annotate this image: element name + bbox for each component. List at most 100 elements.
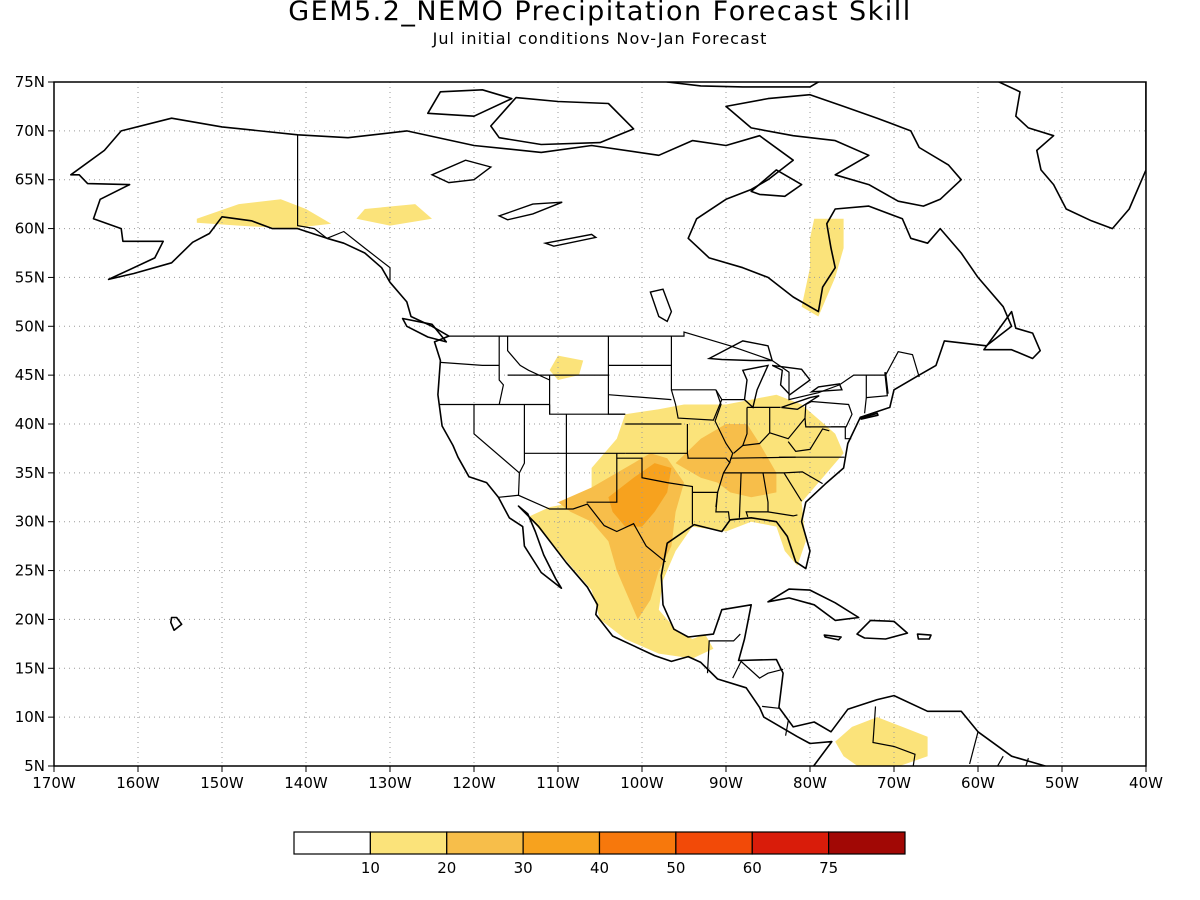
border-us-canada-49th-parallel [448,331,920,401]
x-tick-label: 90W [709,774,743,792]
border-mississippi-river-states [714,389,734,508]
coastline-victoria-island [489,96,635,146]
lake-lake-huron [771,364,811,396]
x-tick-label: 50W [1045,774,1079,792]
colorbar-label: 60 [743,859,762,877]
coastline-greenland [997,82,1146,230]
gridlines [54,82,1146,766]
border-nevada-utah [518,404,526,474]
y-tick-label: 55N [15,268,45,286]
x-tick-label: 130W [368,774,412,792]
lake-lake-winnipeg [649,288,673,323]
x-tick-label: 140W [284,774,328,792]
skill-region-7 [675,424,777,498]
colorbar-label: 20 [437,859,456,877]
lake-lake-athabasca [542,233,598,247]
colorbar-label: 75 [819,859,838,877]
colorbar-swatch [446,831,524,855]
coastline-ellesmere-devon [666,82,820,88]
x-tick-label: 70W [877,774,911,792]
y-tick-label: 60N [15,220,45,238]
colorbar-swatch [751,831,830,855]
colorbar-label: 40 [590,859,609,877]
colorbar-swatch [598,831,677,855]
x-tick-label: 40W [1129,774,1163,792]
y-tick-label: 70N [15,122,45,140]
border-dakotas [607,336,626,415]
coastline-vancouver-island [401,317,448,343]
border-missouri-arkansas [687,457,731,464]
colorbar-label: 30 [514,859,533,877]
y-tick-label: 5N [24,757,45,775]
y-tick-label: 40N [15,415,45,433]
y-tick-label: 75N [15,73,45,91]
skill-region-2 [549,355,584,380]
coastline-cuba [767,588,860,622]
lake-great-bear-lake [430,159,493,184]
map-title: GEM5.2_NEMO Precipitation Forecast Skill [288,0,912,27]
coastline-hawaii [170,616,183,632]
y-tick-label: 30N [15,513,45,531]
y-tick-label: 25N [15,562,45,580]
colorbar: 10 20 30 40 50 60 75 [293,831,906,877]
skill-shading-layer [196,199,928,766]
colorbar-label: 10 [361,859,380,877]
coastline-puerto-rico [916,633,932,640]
coastline-southampton-island [750,169,803,198]
border-arkansas-louisiana [692,491,730,520]
border-sd-ne [608,394,672,401]
border-idaho-west [498,336,505,405]
border-wv-virginia [787,428,830,453]
border-iowa [670,389,723,421]
border-costa-rica-panama [785,720,789,736]
colorbar-swatch [522,831,601,855]
border-illinois-indiana [742,407,748,446]
y-tick-label: 20N [15,610,45,628]
skill-region-5 [835,717,928,766]
border-nm-east [586,453,618,503]
coastline-north-america [70,117,1046,766]
border-arizona-west [517,472,520,496]
border-georgia-florida [767,511,798,517]
border-new-england [866,372,888,399]
y-tick-label: 65N [15,171,45,189]
border-california-nevada [473,404,520,474]
lake-great-slave-lake [497,201,563,221]
border-maine-nh [885,372,889,394]
y-tick-label: 10N [15,708,45,726]
x-tick-label: 110W [536,774,580,792]
border-suriname-french-guiana [1025,758,1029,766]
lake-lake-erie [781,395,820,411]
border-venezuela-guyana [969,731,979,765]
political-borders-layer [297,134,1029,766]
coastline-long-island [859,412,879,420]
skill-region-4 [801,218,844,317]
border-mexico-guatemala [706,633,741,674]
border-us-mexico [498,494,666,563]
border-idaho-montana [507,336,550,381]
colorbar-swatch [828,831,906,855]
x-tick-label: 160W [116,774,160,792]
coastline-jamaica [823,634,842,641]
y-tick-label: 50N [15,317,45,335]
x-tick-label: 100W [620,774,664,792]
border-georgia-sc [783,472,803,502]
border-colombia-venezuela [872,706,916,766]
skill-region-8 [608,463,672,527]
x-tick-label: 60W [961,774,995,792]
border-miss-alabama [738,472,742,518]
y-tick-label: 35N [15,464,45,482]
border-washington-oregon [440,361,500,366]
border-pennsylvania [804,400,853,428]
x-tick-label: 80W [793,774,827,792]
coastline-banks-island [426,89,513,117]
border-central-america-borders [732,660,784,679]
coastlines-layer [70,82,1146,766]
y-tick-label: 15N [15,659,45,677]
colorbar-swatch [293,831,371,855]
x-tick-label: 120W [452,774,496,792]
x-tick-label: 170W [32,774,76,792]
border-alaska-canada [297,134,391,281]
x-tick-label: 150W [200,774,244,792]
